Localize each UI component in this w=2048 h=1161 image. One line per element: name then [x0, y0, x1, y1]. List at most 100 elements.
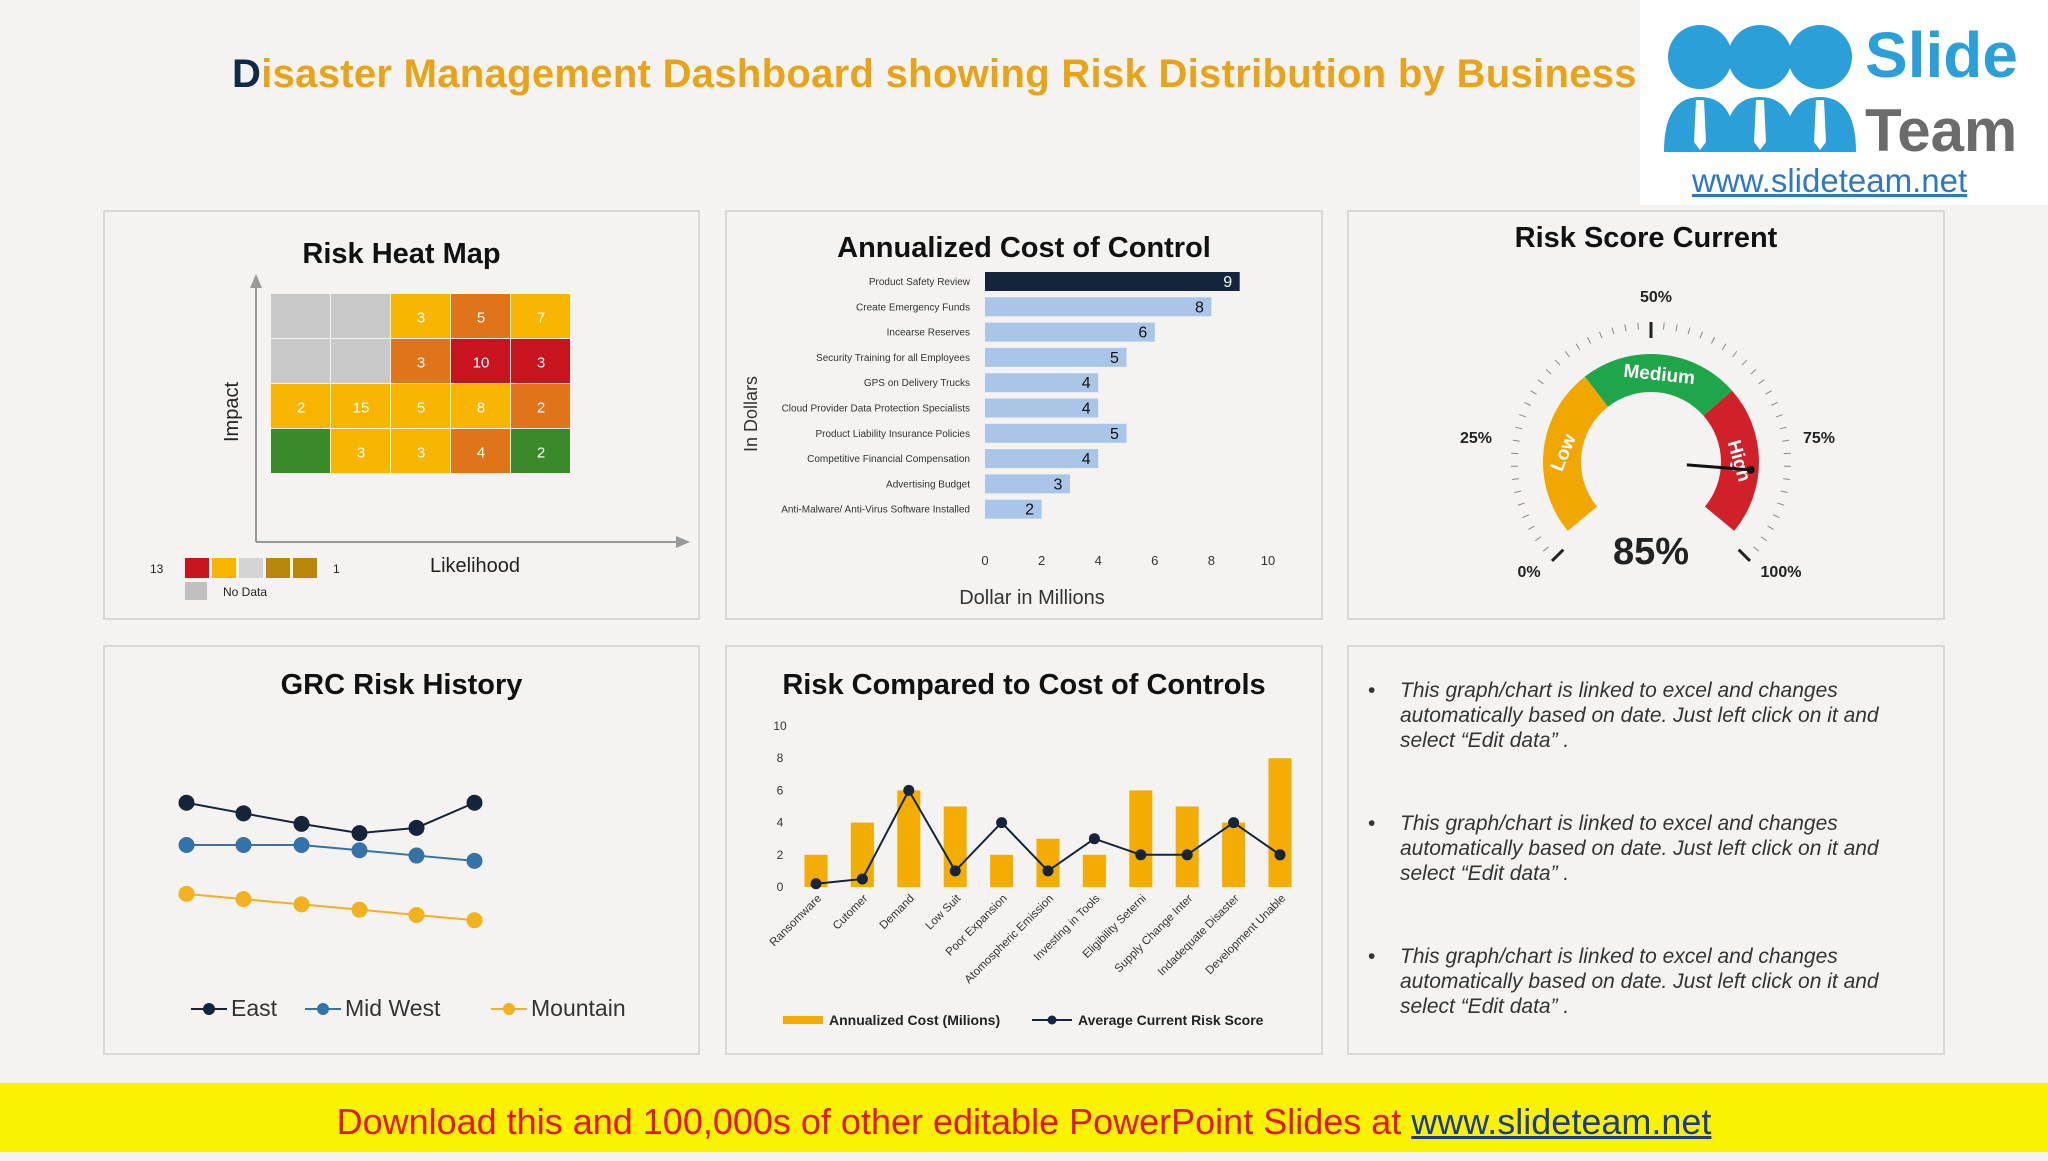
- x-tick-label: 10: [1261, 553, 1275, 568]
- gauge-tick: [1776, 415, 1783, 417]
- gauge-tick: [1528, 526, 1534, 529]
- note-item: •This graph/chart is linked to excel and…: [1400, 944, 1900, 1019]
- y-tick-label: 8: [777, 751, 784, 765]
- cost-bar: [1083, 855, 1106, 887]
- gauge-tick: [1768, 526, 1774, 529]
- gauge-tick: [1612, 328, 1614, 335]
- gauge-tick: [1742, 360, 1747, 365]
- legend-swatch: [293, 558, 317, 578]
- title-text: isaster Management Dashboard showing Ris…: [261, 52, 1637, 96]
- bar-category-label: GPS on Delivery Trucks: [864, 378, 970, 389]
- bar-category-label: Advertising Budget: [886, 479, 970, 490]
- legend-marker: [1048, 1016, 1057, 1025]
- gauge-tick: [1599, 332, 1602, 339]
- series-point: [294, 896, 310, 912]
- gauge-tick: [1711, 337, 1714, 343]
- y-tick-label: 2: [777, 848, 784, 862]
- bullet-icon: •: [1368, 678, 1375, 703]
- y-tick-label: 10: [773, 719, 787, 733]
- slideteam-logo[interactable]: Slide Team www.slideteam.net: [1640, 0, 2048, 205]
- y-tick-label: 4: [777, 816, 784, 830]
- legend-swatch: [185, 558, 209, 578]
- people-icon: [1652, 12, 1872, 172]
- footer-link[interactable]: www.slideteam.net: [1411, 1101, 1711, 1142]
- heat-cell-value: 3: [357, 445, 365, 462]
- bar-category-label: Competitive Financial Compensation: [807, 454, 970, 465]
- bar-value-label: 6: [1138, 325, 1147, 342]
- no-data-label: No Data: [223, 585, 267, 599]
- note-text: This graph/chart is linked to excel and …: [1400, 812, 1879, 885]
- gauge-tick: [1538, 380, 1544, 384]
- series-point: [179, 795, 195, 811]
- series-point: [467, 912, 483, 928]
- gauge-tick: [1759, 380, 1765, 384]
- heat-cell-value: 5: [477, 310, 485, 327]
- note-item: •This graph/chart is linked to excel and…: [1400, 811, 1900, 886]
- gauge-needle-tip: [1747, 466, 1755, 474]
- legend-max-label: 13: [150, 562, 164, 576]
- heat-cell: [331, 294, 390, 338]
- gauge-tick: [1587, 337, 1590, 343]
- heat-cell-value: 4: [477, 445, 485, 462]
- x-tick-label: 4: [1095, 553, 1102, 568]
- gauge-label-100: 100%: [1761, 564, 1802, 581]
- legend-swatch: [212, 558, 236, 578]
- gauge-tick: [1625, 324, 1626, 331]
- x-tick-label: Development Unable: [1204, 893, 1288, 977]
- heat-cell-value: 15: [353, 400, 370, 417]
- gauge-tick: [1722, 344, 1726, 350]
- series-point: [352, 825, 368, 841]
- legend-label: Mid West: [345, 995, 441, 1021]
- gauge-tick: [1576, 344, 1580, 350]
- cost-bar: [1129, 790, 1152, 887]
- y-axis-label: In Dollars: [741, 376, 761, 452]
- heat-cell: [271, 294, 330, 338]
- gauge-tick: [1765, 391, 1771, 395]
- series-point: [236, 837, 252, 853]
- x-tick-label: Indadequate Disaster: [1156, 893, 1242, 979]
- bar-category-label: Product Liability Insurance Policies: [815, 429, 970, 440]
- gauge-tick: [1555, 360, 1560, 365]
- gauge-tick: [1783, 479, 1790, 480]
- heat-cell-value: 2: [537, 400, 545, 417]
- title-first-letter: D: [232, 52, 261, 96]
- gauge-tick: [1781, 491, 1788, 493]
- logo-word-slide: Slide: [1865, 18, 2018, 92]
- gauge-tick: [1780, 427, 1787, 429]
- legend-marker: [317, 1003, 329, 1015]
- heat-cell-value: 2: [537, 445, 545, 462]
- logo-url-link[interactable]: www.slideteam.net: [1692, 162, 1967, 200]
- bar-value-label: 8: [1195, 299, 1204, 316]
- heat-cell-value: 3: [537, 355, 545, 372]
- cost-bar: [985, 272, 1240, 291]
- legend-swatch: [239, 558, 263, 578]
- gauge-tick: [1552, 550, 1563, 561]
- gauge-tick: [1515, 427, 1522, 429]
- x-axis-arrow: [676, 536, 690, 548]
- risk-score-point: [857, 873, 868, 884]
- bar-value-label: 9: [1223, 274, 1232, 291]
- cost-bar: [985, 424, 1127, 443]
- bar-category-label: Cloud Provider Data Protection Specialis…: [782, 404, 970, 415]
- legend-label: Average Current Risk Score: [1078, 1012, 1264, 1028]
- series-point: [179, 837, 195, 853]
- series-point: [409, 907, 425, 923]
- heat-cell: [271, 339, 330, 383]
- annualized-cost-chart: In Dollars Dollar in Millions Product Sa…: [727, 212, 1321, 618]
- series-point: [236, 891, 252, 907]
- gauge-tick: [1638, 323, 1639, 330]
- gauge-tick: [1513, 440, 1520, 441]
- heat-cell-value: 3: [417, 445, 425, 462]
- cost-bar: [985, 348, 1127, 367]
- legend-marker: [503, 1003, 515, 1015]
- risk-score-point: [1089, 833, 1100, 844]
- bar-category-label: Anti-Malware/ Anti-Virus Software Instal…: [781, 505, 970, 516]
- risk-score-point: [950, 865, 961, 876]
- risk-score-point: [996, 817, 1007, 828]
